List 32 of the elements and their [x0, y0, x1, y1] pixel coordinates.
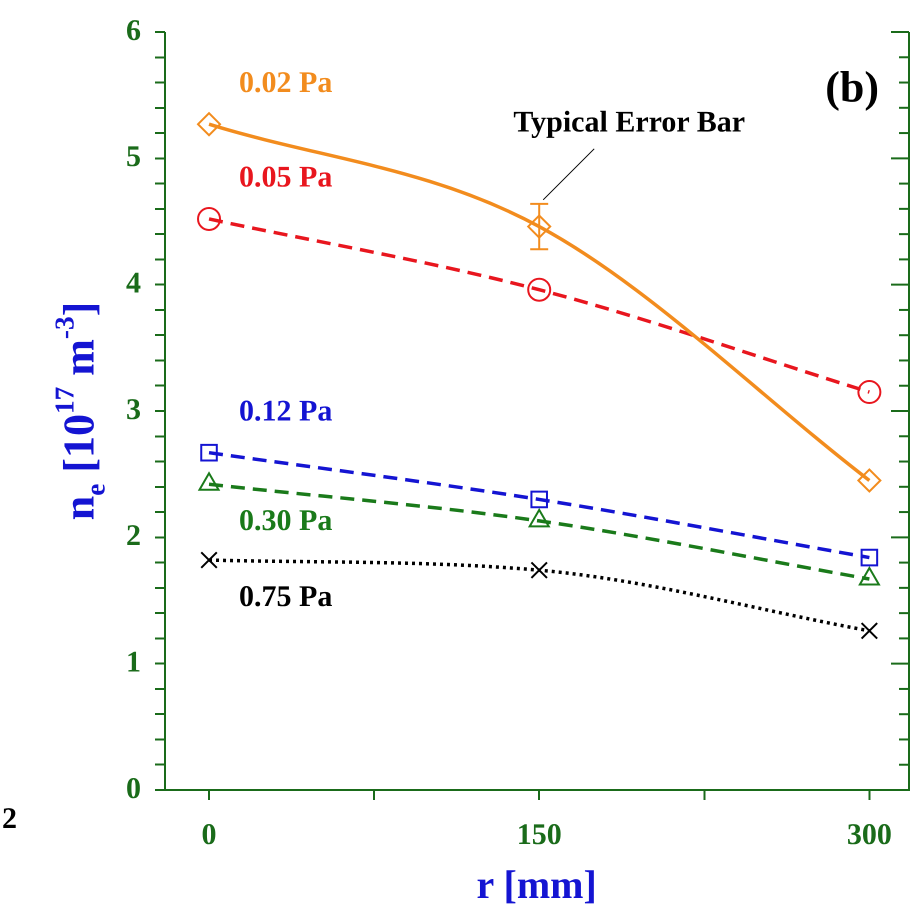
- point: [197, 206, 222, 231]
- y-axis-title: ne [1017 m-3]: [50, 302, 110, 520]
- y-tick-label: 1: [126, 645, 141, 678]
- series-label: 0.75 Pa: [239, 580, 332, 613]
- point: [860, 622, 878, 640]
- point: [527, 278, 552, 302]
- point: [200, 551, 218, 569]
- point: [860, 548, 878, 566]
- annotation: (b): [825, 62, 879, 112]
- series-label: 0.12 Pa: [239, 394, 332, 428]
- x-tick-label: 150: [516, 818, 562, 851]
- point: [197, 112, 222, 136]
- x-axis-title: r [mm]: [476, 862, 597, 906]
- point: [857, 468, 882, 492]
- y-tick-label: 6: [126, 14, 141, 47]
- y-tick-label: 2: [126, 519, 141, 552]
- y-tick-label: 0: [126, 772, 141, 805]
- annotation: Typical Error Bar: [513, 106, 746, 139]
- x-tick-label: 0: [202, 818, 217, 851]
- point: [857, 380, 882, 404]
- point: [530, 561, 548, 579]
- x-tick-label: 300: [846, 818, 892, 851]
- series-label: 0.05 Pa: [239, 160, 332, 194]
- point: [527, 214, 552, 239]
- point: [530, 490, 548, 508]
- y-tick-label: 3: [126, 392, 141, 426]
- series-label: 0.02 Pa: [239, 66, 332, 99]
- y-tick-label: 5: [126, 140, 141, 174]
- text: 2: [2, 802, 17, 835]
- series-label: 0.30 Pa: [239, 504, 332, 538]
- point: [200, 444, 218, 462]
- y-tick-label: 4: [126, 266, 141, 300]
